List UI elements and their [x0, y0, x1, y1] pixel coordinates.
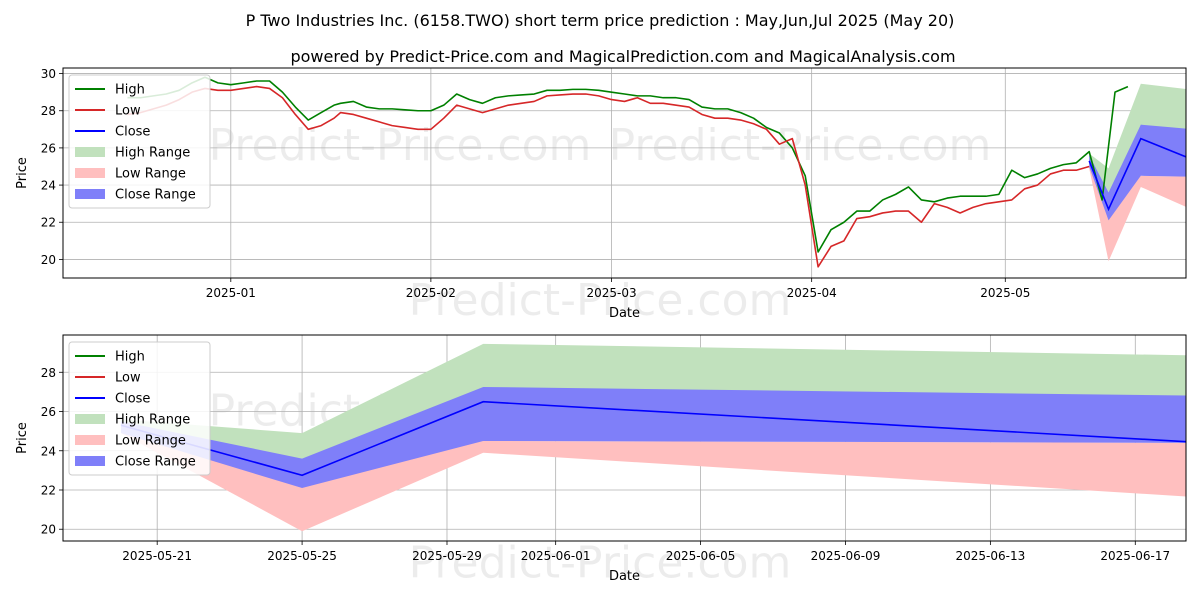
x-tick-label: 2025-06-05	[666, 549, 736, 563]
chart-title: P Two Industries Inc. (6158.TWO) short t…	[246, 11, 955, 30]
x-tick-label: 2025-06-17	[1100, 549, 1170, 563]
legend-close-item: Close	[75, 125, 150, 140]
legend-close-range-label: Close Range	[115, 455, 196, 470]
y-tick-label: 26	[41, 141, 56, 155]
chart-subtitle: powered by Predict-Price.com and Magical…	[290, 47, 955, 66]
legend-low-label: Low	[115, 371, 141, 386]
low-range-band	[1089, 162, 1186, 262]
legend-high-label: High	[115, 83, 145, 98]
legend-low-range-swatch	[75, 435, 105, 445]
x-tick-label: 2025-06-01	[521, 549, 591, 563]
y-tick-label: 20	[41, 523, 56, 537]
x-tick-label: 2025-05	[980, 286, 1030, 300]
forecast-panel: Predict-Price.comPredict-Price.comPredic…	[15, 334, 1187, 589]
legend-low-range-swatch	[75, 168, 105, 178]
x-tick-label: 2025-06-09	[811, 549, 881, 563]
watermark: Predict-Price.com	[409, 538, 792, 589]
close-range-band	[1089, 124, 1186, 221]
x-tick-label: 2025-05-25	[267, 549, 337, 563]
legend-low-item: Low	[75, 371, 141, 386]
x-tick-label: 2025-05-29	[412, 549, 482, 563]
legend-low-label: Low	[115, 104, 141, 119]
legend-low-item: Low	[75, 104, 141, 119]
legend-high-label: High	[115, 350, 145, 365]
legend-close-label: Close	[115, 392, 150, 407]
legend-low-range-label: Low Range	[115, 167, 186, 182]
y-tick-label: 24	[41, 444, 56, 458]
watermark: Predict-Price.com	[409, 275, 792, 326]
legend-high-range-item: High Range	[75, 146, 190, 161]
legend: High Low Close High Range Low Range Close Ran…	[68, 341, 211, 476]
x-tick-label: 2025-05-21	[122, 549, 192, 563]
high-series-line	[127, 76, 1129, 253]
legend-high-range-label: High Range	[115, 413, 190, 428]
legend-high-range-swatch	[75, 414, 105, 424]
close-range-band	[120, 386, 1186, 489]
legend-close-range-item: Close Range	[75, 188, 196, 203]
legend-low-range-label: Low Range	[115, 434, 186, 449]
legend-high-item: High	[75, 83, 145, 98]
close-forecast-line	[120, 400, 1186, 477]
legend-low-range-item: Low Range	[75, 434, 186, 449]
watermark: Predict-Price.com	[609, 120, 992, 171]
low-series-line	[127, 85, 1090, 268]
legend-close-range-item: Close Range	[75, 455, 196, 470]
legend-high-range-item: High Range	[75, 413, 190, 428]
legend-close-label: Close	[115, 125, 150, 140]
legend-close-item: Close	[75, 392, 150, 407]
legend-high-range-label: High Range	[115, 146, 190, 161]
plot-area	[127, 76, 1186, 268]
legend-close-range-label: Close Range	[115, 188, 196, 203]
y-tick-label: 28	[41, 366, 56, 380]
x-tick-label: 2025-06-13	[956, 549, 1026, 563]
x-axis-label: Date	[609, 306, 640, 321]
x-axis-label: Date	[609, 569, 640, 584]
legend-close-range-swatch	[75, 189, 105, 199]
plot-frame	[62, 334, 1187, 542]
y-tick-label: 22	[41, 483, 56, 497]
legend-high-item: High	[75, 350, 145, 365]
y-tick-label: 24	[41, 179, 56, 193]
history-panel: Predict-Price.com Predict-Price.com Predic…	[15, 67, 1187, 326]
x-tick-label: 2025-03	[587, 286, 637, 300]
plot-area	[120, 343, 1186, 532]
x-tick-label: 2025-01	[206, 286, 256, 300]
y-tick-label: 20	[41, 253, 56, 267]
y-tick-label: 28	[41, 104, 56, 118]
y-tick-label: 30	[41, 67, 56, 81]
y-axis-label: Price	[15, 157, 30, 189]
plot-frame	[62, 67, 1187, 279]
legend-close-range-swatch	[75, 456, 105, 466]
legend-low-range-item: Low Range	[75, 167, 186, 182]
y-tick-label: 22	[41, 216, 56, 230]
legend: High Low Close High Range Low Range Close Ran…	[68, 74, 211, 209]
y-tick-label: 26	[41, 405, 56, 419]
close-forecast-line	[1088, 137, 1186, 212]
x-tick-label: 2025-04	[787, 286, 837, 300]
legend-high-range-swatch	[75, 147, 105, 157]
watermark: Predict-Price.com	[209, 120, 592, 171]
y-axis-label: Price	[15, 422, 30, 454]
x-tick-label: 2025-02	[406, 286, 456, 300]
